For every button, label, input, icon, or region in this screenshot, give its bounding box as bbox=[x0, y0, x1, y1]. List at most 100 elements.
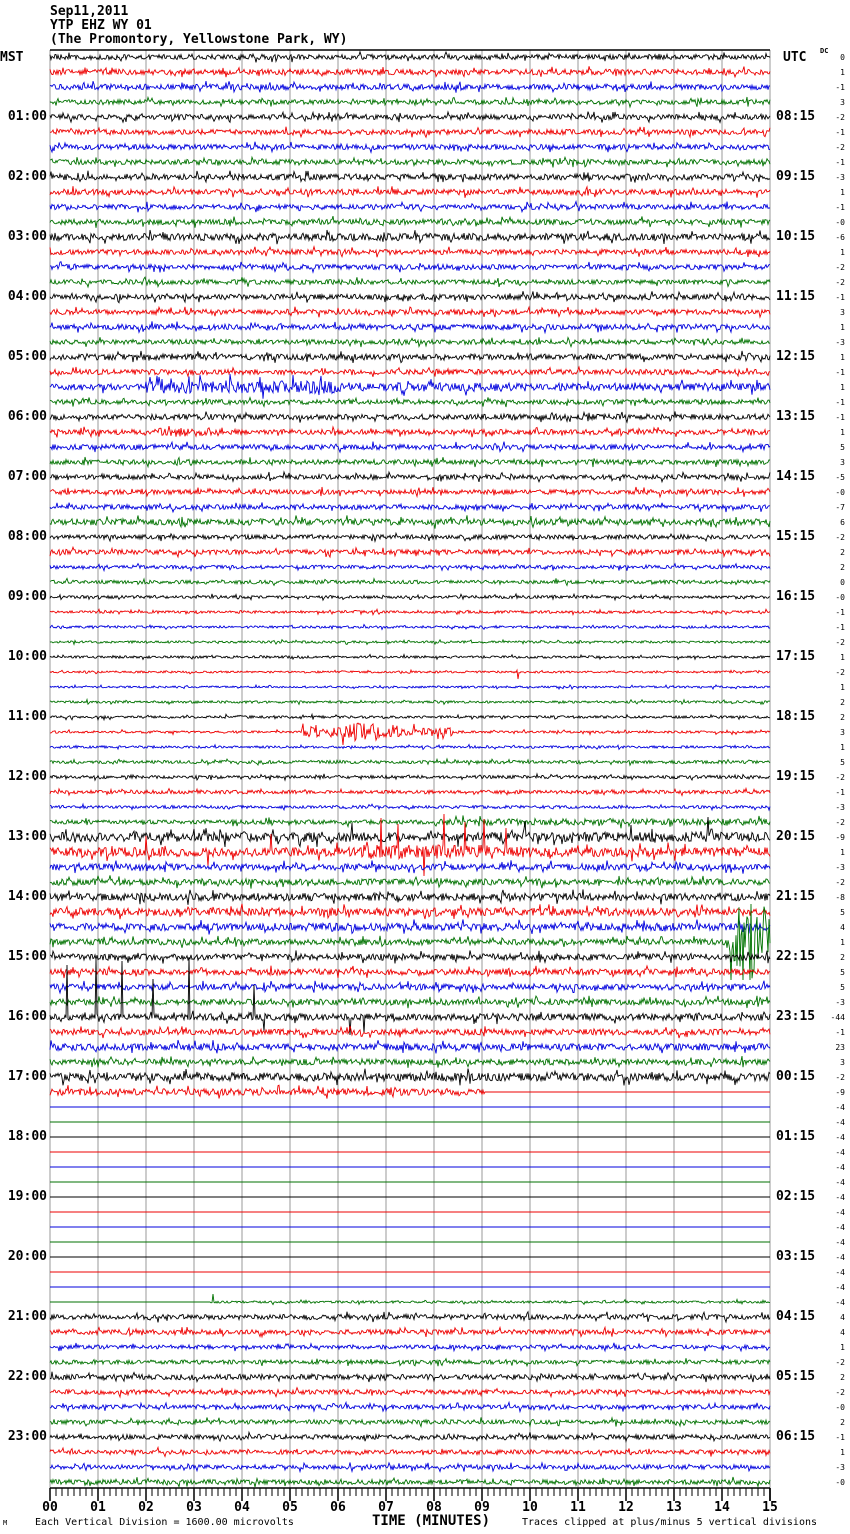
scale-note: Each Vertical Division = 1600.00 microvo… bbox=[35, 1517, 294, 1528]
dc-value: 1 bbox=[840, 383, 845, 392]
dc-value: 2 bbox=[840, 563, 845, 572]
mst-label: 06:00 bbox=[7, 409, 47, 424]
dc-value: -4 bbox=[835, 1283, 845, 1292]
seismo-trace-row-33 bbox=[49, 545, 771, 559]
dc-value: -1 bbox=[835, 293, 845, 302]
dc-value: 1 bbox=[840, 848, 845, 857]
dc-value: 1 bbox=[840, 248, 845, 257]
seismo-trace-row-20 bbox=[49, 350, 771, 364]
dc-value: 1 bbox=[840, 1448, 845, 1457]
dc-value: -2 bbox=[835, 1073, 845, 1082]
seismo-trace-row-13 bbox=[49, 244, 771, 259]
dc-value: -4 bbox=[835, 1193, 845, 1202]
dc-value: -4 bbox=[835, 1208, 845, 1217]
mst-label: 03:00 bbox=[7, 229, 47, 244]
seismo-trace-row-86 bbox=[49, 1342, 771, 1353]
seismo-trace-row-51 bbox=[49, 814, 771, 829]
dc-value: -3 bbox=[835, 338, 845, 347]
dc-value: -1 bbox=[835, 158, 845, 167]
seismo-trace-row-26 bbox=[49, 440, 771, 454]
mst-label: 18:00 bbox=[7, 1129, 47, 1144]
mst-label: 02:00 bbox=[7, 169, 47, 184]
utc-label: 04:15 bbox=[776, 1309, 816, 1324]
utc-label: 21:15 bbox=[776, 889, 816, 904]
seismo-trace-row-62 bbox=[49, 980, 771, 995]
seismo-trace-row-91 bbox=[49, 1416, 771, 1429]
seismo-trace-row-38 bbox=[49, 623, 771, 631]
seismo-trace-row-9 bbox=[49, 185, 771, 199]
utc-label: 10:15 bbox=[776, 229, 816, 244]
dc-value: -0 bbox=[835, 1478, 845, 1487]
dc-value: -0 bbox=[835, 488, 845, 497]
utc-label: 03:15 bbox=[776, 1249, 816, 1264]
dc-value: -2 bbox=[835, 878, 845, 887]
seismo-trace-row-65 bbox=[49, 1025, 771, 1039]
seismo-trace-row-43 bbox=[49, 697, 771, 706]
dc-value: 1 bbox=[840, 353, 845, 362]
seismo-trace-row-52 bbox=[49, 816, 771, 848]
seismo-trace-row-53 bbox=[49, 813, 771, 877]
dc-value: 4 bbox=[840, 923, 845, 932]
minute-label: 04 bbox=[234, 1500, 250, 1515]
seismo-trace-row-4 bbox=[49, 110, 771, 124]
seismo-trace-row-2 bbox=[49, 80, 771, 94]
mst-label: 19:00 bbox=[7, 1189, 47, 1204]
seismo-trace-row-24 bbox=[49, 410, 771, 424]
seismo-trace-row-90 bbox=[49, 1400, 771, 1414]
mst-label: 07:00 bbox=[7, 469, 47, 484]
seismo-trace-row-12 bbox=[49, 229, 771, 245]
dc-value: 23 bbox=[835, 1043, 845, 1052]
minute-label: 12 bbox=[618, 1500, 634, 1515]
mst-label: 22:00 bbox=[7, 1369, 47, 1384]
dc-value: 2 bbox=[840, 1418, 845, 1427]
dc-value: -2 bbox=[835, 773, 845, 782]
utc-label: 18:15 bbox=[776, 709, 816, 724]
utc-label: 14:15 bbox=[776, 469, 816, 484]
seismo-trace-row-58 bbox=[49, 919, 771, 935]
dc-value: -4 bbox=[835, 1178, 845, 1187]
mst-label: 17:00 bbox=[7, 1069, 47, 1084]
dc-value: -7 bbox=[835, 503, 845, 512]
seismo-trace-row-84 bbox=[49, 1310, 771, 1324]
seismo-trace-row-21 bbox=[49, 365, 771, 378]
seismo-trace-row-35 bbox=[49, 577, 771, 587]
dc-value: -2 bbox=[835, 1358, 845, 1367]
utc-label: 15:15 bbox=[776, 529, 816, 544]
dc-value: -1 bbox=[835, 623, 845, 632]
dc-value: 5 bbox=[840, 908, 845, 917]
mst-label: 16:00 bbox=[7, 1009, 47, 1024]
dc-value: -4 bbox=[835, 1268, 845, 1277]
seismo-trace-row-34 bbox=[49, 562, 771, 573]
dc-value: 2 bbox=[840, 1373, 845, 1382]
dc-value: 0 bbox=[840, 53, 845, 62]
minute-label: 08 bbox=[426, 1500, 442, 1515]
seismo-trace-row-37 bbox=[49, 608, 771, 617]
seismo-trace-row-93 bbox=[49, 1445, 771, 1458]
mst-label: 05:00 bbox=[7, 349, 47, 364]
dc-value: 2 bbox=[840, 953, 845, 962]
seismo-trace-row-30 bbox=[49, 501, 771, 514]
dc-value: -3 bbox=[835, 863, 845, 872]
minute-label: 09 bbox=[474, 1500, 490, 1515]
dc-value: 1 bbox=[840, 938, 845, 947]
header-date: Sep11,2011 bbox=[50, 4, 129, 19]
dc-value: -4 bbox=[835, 1103, 845, 1112]
dc-value: 2 bbox=[840, 698, 845, 707]
seismo-trace-row-49 bbox=[49, 786, 771, 797]
dc-value: -4 bbox=[835, 1118, 845, 1127]
dc-value: 3 bbox=[840, 308, 845, 317]
dc-value: 3 bbox=[840, 728, 845, 737]
dc-value: -44 bbox=[830, 1013, 845, 1022]
minute-label: 15 bbox=[762, 1500, 778, 1515]
seismo-trace-row-95 bbox=[49, 1476, 771, 1489]
utc-label: 00:15 bbox=[776, 1069, 816, 1084]
dc-value: -4 bbox=[835, 1238, 845, 1247]
seismo-trace-row-94 bbox=[49, 1461, 771, 1474]
seismo-trace-row-83 bbox=[50, 1293, 771, 1306]
dc-value: -0 bbox=[835, 1403, 845, 1412]
dc-value: -2 bbox=[835, 1388, 845, 1397]
seismo-trace-row-46 bbox=[49, 743, 771, 751]
dc-value: -1 bbox=[835, 1028, 845, 1037]
seismo-trace-row-3 bbox=[49, 95, 771, 109]
